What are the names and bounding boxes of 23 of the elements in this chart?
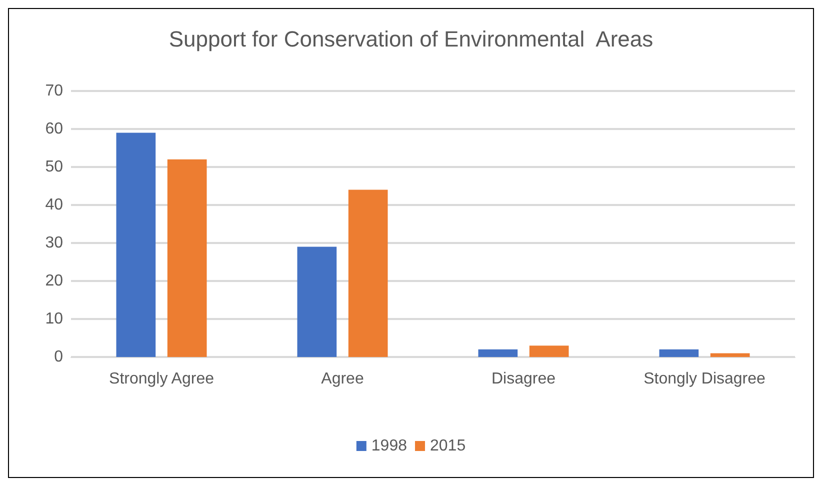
chart-title: Support for Conservation of Environmental Areas: [168, 26, 654, 52]
x-tick-label: Agree: [321, 370, 364, 388]
bar: [478, 349, 518, 357]
x-tick-label: Stongly Disagree: [644, 370, 766, 388]
y-tick-label: 40: [45, 196, 64, 214]
x-tick-label: Disagree: [491, 370, 556, 388]
bar: [529, 346, 569, 357]
y-tick-label: 70: [45, 82, 64, 100]
y-tick-label: 50: [45, 158, 64, 176]
bar: [710, 353, 750, 357]
y-tick-label: 60: [45, 120, 64, 138]
legend-label: 2015: [430, 438, 466, 454]
y-tick-label: 30: [45, 234, 64, 252]
bar: [297, 246, 337, 357]
bar: [167, 159, 207, 357]
bar: [659, 349, 699, 357]
bar: [348, 190, 388, 357]
bar: [116, 132, 156, 357]
legend-label: 1998: [371, 438, 408, 454]
x-tick-label: Strongly Agree: [109, 370, 214, 388]
y-tick-label: 10: [45, 310, 64, 328]
y-tick-label: 0: [54, 348, 64, 366]
y-tick-label: 20: [45, 272, 64, 290]
